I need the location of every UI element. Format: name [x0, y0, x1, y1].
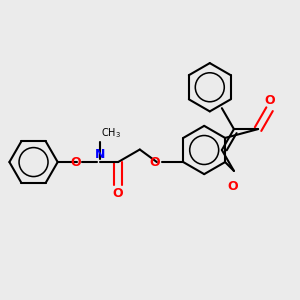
Text: O: O: [150, 156, 160, 169]
Text: O: O: [264, 94, 275, 107]
Text: O: O: [227, 180, 238, 193]
Text: O: O: [70, 156, 81, 169]
Text: CH$_3$: CH$_3$: [101, 127, 121, 140]
Text: O: O: [113, 188, 123, 200]
Text: N: N: [95, 148, 105, 161]
